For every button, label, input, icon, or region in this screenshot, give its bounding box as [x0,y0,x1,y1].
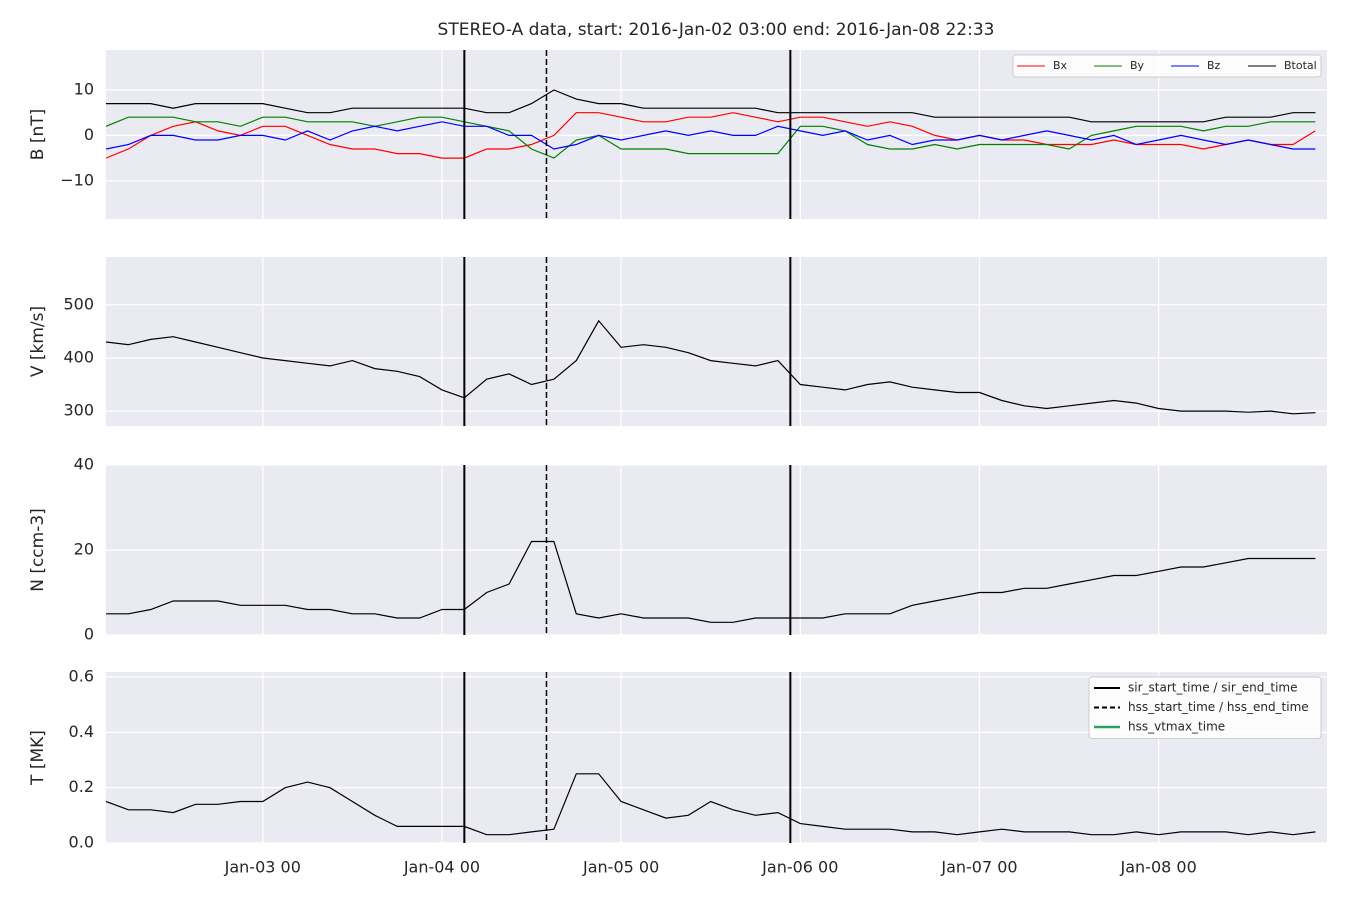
plot-background [106,50,1327,219]
legend-label: Btotal [1284,59,1317,72]
x-tick-label: Jan-04 00 [403,858,480,877]
legend-label: Bz [1207,59,1221,72]
data-line [106,121,1316,150]
plot-area [106,773,1316,836]
data-line [106,773,1316,836]
y-tick-label: 0 [84,125,94,144]
data-line [106,319,1316,415]
legend-label: sir_start_time / sir_end_time [1128,681,1298,695]
y-tick-label: 10 [74,79,94,98]
x-tick-label: Jan-05 00 [582,858,659,877]
x-tick-label: Jan-07 00 [940,858,1017,877]
plot-area [106,540,1316,623]
data-line [106,89,1316,123]
y-tick-label: 0.0 [69,833,94,852]
x-tick-label: Jan-03 00 [224,858,301,877]
y-tick-label: 0.6 [69,666,94,685]
y-tick-label: 400 [63,347,94,366]
legend-box [1088,676,1322,739]
y-tick-label: 500 [63,294,94,313]
legend-label: By [1130,59,1145,72]
y-tick-label: 0 [84,625,94,644]
plot-background [106,257,1327,426]
y-tick-label: 0.2 [69,777,94,796]
y-tick-label: 40 [74,455,94,474]
y-tick-label: 20 [74,540,94,559]
y-tick-label: 300 [63,401,94,420]
x-tick-label: Jan-08 00 [1120,858,1197,877]
figure-title: STEREO-A data, start: 2016-Jan-02 03:00 … [438,20,995,40]
plot-area [106,89,1316,159]
y-axis-label: V [km/s] [28,306,48,377]
data-line [106,540,1316,623]
y-tick-label: 0.4 [69,722,94,741]
legend-label: hss_vtmax_time [1128,720,1225,734]
legend-label: hss_start_time / hss_end_time [1128,700,1309,714]
y-axis-label: B [nT] [28,109,48,161]
plot-area [106,319,1316,415]
y-axis-label: N [ccm-3] [28,508,48,592]
legend-box [1012,54,1322,78]
data-line [106,112,1316,159]
data-line [106,116,1316,159]
y-tick-label: −10 [60,170,94,189]
x-tick-label: Jan-06 00 [761,858,838,877]
y-axis-label: T [MK] [28,730,48,786]
legend-label: Bx [1053,59,1068,72]
